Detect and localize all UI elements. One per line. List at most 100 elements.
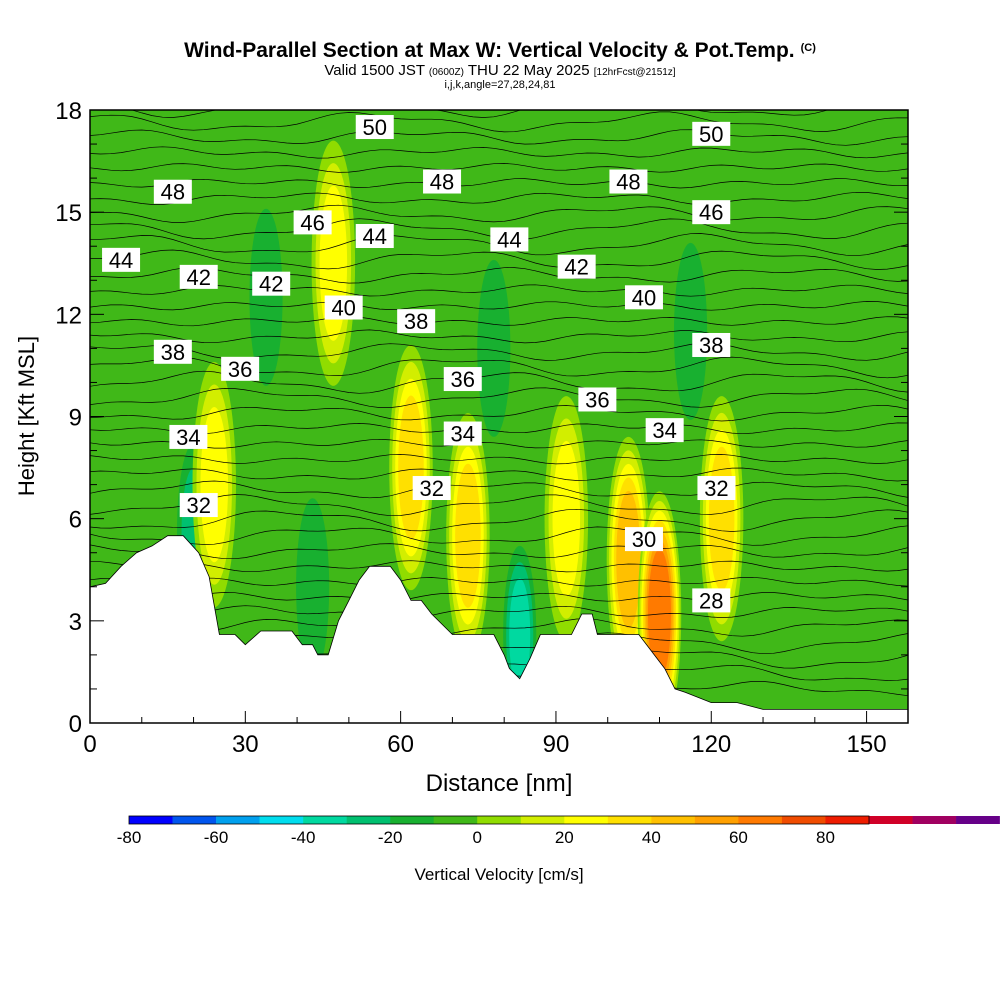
theta-contour-line <box>90 266 908 284</box>
theta-label: 46 <box>293 210 332 235</box>
theta-label-text: 48 <box>616 170 640 195</box>
theta-label-box <box>397 309 436 334</box>
theta-label-box <box>692 332 731 357</box>
colorbar-swatch <box>956 816 1000 824</box>
theta-label-box <box>692 121 731 146</box>
x-tick-label: 90 <box>543 731 570 758</box>
theta-label-text: 32 <box>704 476 728 501</box>
theta-contour-line <box>90 111 908 133</box>
theta-label-text: 34 <box>451 422 475 447</box>
theta-label: 44 <box>490 227 529 252</box>
theta-contour-line <box>90 592 908 602</box>
colorbar-swatch <box>912 816 957 824</box>
theta-contour-line <box>90 618 908 637</box>
velocity-band <box>398 395 424 540</box>
velocity-band <box>249 208 283 386</box>
theta-label-box <box>423 169 462 194</box>
downdraft-core <box>296 498 330 676</box>
updraft-core <box>311 140 356 386</box>
theta-label-text: 34 <box>176 425 200 450</box>
theta-contour-line <box>90 467 908 482</box>
chart-subtitle: Valid 1500 JST (0600Z) THU 22 May 2025 [… <box>0 63 1000 80</box>
theta-label-text: 38 <box>161 340 185 365</box>
theta-label-text: 46 <box>699 200 723 225</box>
valid-utc: (0600Z) <box>428 67 464 78</box>
updraft-core <box>192 362 236 608</box>
theta-label-text: 36 <box>451 367 475 392</box>
theta-contour-line <box>90 494 908 517</box>
theta-contour-line <box>90 387 908 408</box>
theta-label-text: 32 <box>186 493 210 518</box>
velocity-band <box>509 578 531 691</box>
theta-label-box <box>221 356 260 381</box>
theta-contour-line <box>90 204 908 223</box>
theta-label-box <box>252 271 291 296</box>
chart-title: Wind-Parallel Section at Max W: Vertical… <box>0 36 1000 63</box>
theta-label: 42 <box>252 271 291 297</box>
theta-contour-line <box>130 110 829 118</box>
x-tick-label: 150 <box>847 731 887 758</box>
updraft-core <box>446 413 490 659</box>
velocity-band <box>477 259 511 437</box>
theta-label-text: 28 <box>699 588 723 613</box>
valid-day: THU 22 May 2025 <box>467 62 590 79</box>
theta-label-box <box>443 367 482 392</box>
colorbar-tick-label: 0 <box>473 828 482 847</box>
theta-label: 48 <box>609 169 648 195</box>
theta-contour-line <box>90 404 908 422</box>
colorbar-swatch <box>825 816 870 824</box>
theta-contour-line <box>90 560 908 573</box>
downdraft-core <box>673 242 708 420</box>
theta-label-text: 44 <box>363 224 387 249</box>
theta-label-box <box>490 227 529 252</box>
colorbar-swatch <box>781 816 826 824</box>
colorbar-tick-label: -60 <box>204 828 229 847</box>
velocity-band <box>455 463 481 608</box>
y-tick-label: 6 <box>69 507 82 534</box>
colorbar-swatch <box>216 816 260 824</box>
colorbar-tick-label: -80 <box>117 828 142 847</box>
theta-label: 44 <box>355 224 394 249</box>
theta-contour-line <box>90 576 908 587</box>
valid-time: Valid 1500 JST <box>324 62 425 79</box>
theta-label: 32 <box>697 476 736 501</box>
colorbar-swatch <box>433 816 478 824</box>
theta-label: 32 <box>412 476 451 501</box>
theta-contour-line <box>90 249 908 270</box>
theta-label-box <box>179 493 218 518</box>
theta-label-text: 40 <box>331 296 355 321</box>
theta-label-text: 42 <box>186 265 210 290</box>
y-tick-label: 18 <box>55 98 82 125</box>
theta-contour-line <box>90 178 908 189</box>
theta-label-text: 30 <box>632 527 656 552</box>
colorbar-swatch <box>390 816 435 824</box>
theta-contour-line <box>90 301 908 311</box>
velocity-band <box>616 490 641 629</box>
colorbar-swatch <box>564 816 609 824</box>
colorbar-tick-label: -40 <box>291 828 316 847</box>
chart-title-text: Wind-Parallel Section at Max W: Vertical… <box>184 39 795 62</box>
colorbar-swatch <box>346 816 391 824</box>
theta-contour-line <box>90 508 908 532</box>
theta-contour-line <box>90 422 908 435</box>
theta-label-box <box>355 224 394 249</box>
theta-label-box <box>697 476 736 501</box>
theta-label: 34 <box>443 421 482 447</box>
theta-label: 40 <box>324 295 363 321</box>
colorbar-swatch <box>607 816 652 824</box>
velocity-band <box>552 441 581 597</box>
colorbar-swatch <box>172 816 217 824</box>
theta-contour-line <box>90 163 908 173</box>
theta-label: 36 <box>443 367 482 392</box>
theta-label-box <box>293 210 332 235</box>
theta-label-text: 42 <box>564 255 588 280</box>
theta-label: 50 <box>355 115 394 140</box>
theta-label-box <box>355 115 394 140</box>
forecast-info: [12hrFcst@2151z] <box>593 67 676 78</box>
theta-label: 34 <box>645 418 684 443</box>
theta-label-text: 38 <box>404 309 428 334</box>
theta-label-text: 44 <box>109 248 133 273</box>
theta-label-box <box>153 339 192 364</box>
x-tick-label: 0 <box>83 731 96 758</box>
theta-contour-line <box>90 329 908 344</box>
